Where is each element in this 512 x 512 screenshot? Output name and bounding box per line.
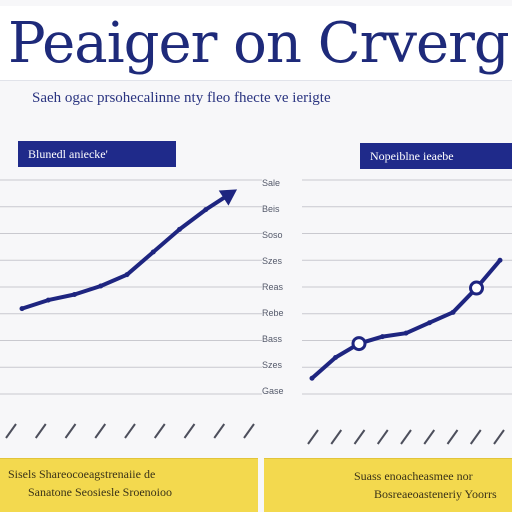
series-line <box>20 190 234 311</box>
panel-label-right: Nopeiblne ieaebe <box>360 143 512 169</box>
y-tick-label: Rebe <box>262 308 284 318</box>
page-subtitle: Saeh ogac prsohecalinne nty fleo fhecte … <box>32 90 331 106</box>
data-point <box>72 291 77 297</box>
page-title: Peaiger on Crverge PIR <box>8 11 508 76</box>
header-banner: Peaiger on Crverge PIR <box>0 6 512 81</box>
data-point <box>124 272 130 278</box>
data-point <box>150 249 156 255</box>
y-tick-label: Szes <box>262 256 283 266</box>
data-point <box>380 334 385 340</box>
footer-text: Bosreaeoasteneriy Yoorrs <box>374 487 497 501</box>
x-tick-mark <box>213 423 226 439</box>
data-point <box>98 283 104 289</box>
footer-note-right: Suass enoacheasmee nor Bosreaeoasteneriy… <box>264 458 512 512</box>
x-tick-mark <box>330 429 343 445</box>
x-tick-mark <box>469 429 482 445</box>
data-point <box>45 297 51 303</box>
x-tick-mark <box>183 423 196 439</box>
x-tick-mark <box>124 423 136 439</box>
data-point <box>177 226 182 232</box>
x-tick-mark <box>353 429 366 445</box>
data-point <box>309 375 315 381</box>
x-tick-mark <box>493 429 505 445</box>
x-tick-mark <box>307 429 319 445</box>
footer-text: Suass enoacheasmee nor <box>354 469 473 483</box>
x-tick-mark <box>446 429 459 445</box>
x-tick-mark <box>34 423 47 439</box>
data-point <box>19 306 25 312</box>
series-line <box>310 258 502 381</box>
data-point <box>403 330 409 336</box>
x-tick-mark <box>153 423 166 439</box>
data-point <box>203 207 209 213</box>
y-tick-label: Szes <box>262 360 283 370</box>
footer-text: Sanatone Seosiesle Sroenoioo <box>28 485 172 499</box>
x-tick-mark <box>423 429 436 445</box>
x-tick-mark <box>243 423 255 439</box>
data-point <box>229 190 235 196</box>
panel-label-left: Blunedl aniecke' <box>18 141 176 167</box>
data-point <box>333 354 338 360</box>
x-tick-mark <box>5 423 17 439</box>
line-chart-left <box>0 179 262 439</box>
y-tick-label: Soso <box>262 230 283 240</box>
x-tick-mark <box>64 423 77 439</box>
x-tick-mark <box>400 429 412 445</box>
y-tick-label: Sale <box>262 178 281 188</box>
y-tick-label: Gase <box>262 386 284 396</box>
data-point <box>469 280 484 296</box>
data-point <box>497 257 503 263</box>
y-tick-label: Beis <box>262 204 280 214</box>
x-tick-mark <box>94 423 107 439</box>
footer-note-left: Sisels Shareocoeagstrenaiie de Sanatone … <box>0 458 258 512</box>
data-point <box>450 309 456 315</box>
data-point <box>427 320 432 326</box>
data-point <box>351 336 367 352</box>
footer-text: Sisels Shareocoeagstrenaiie de <box>8 467 156 481</box>
y-tick-label: Reas <box>262 282 284 292</box>
x-tick-mark <box>376 429 389 445</box>
y-tick-labels: Sale Beis Soso Szes Reas Rebe Bass Szes … <box>262 176 302 406</box>
y-tick-label: Bass <box>262 334 283 344</box>
line-chart-right <box>302 179 512 445</box>
